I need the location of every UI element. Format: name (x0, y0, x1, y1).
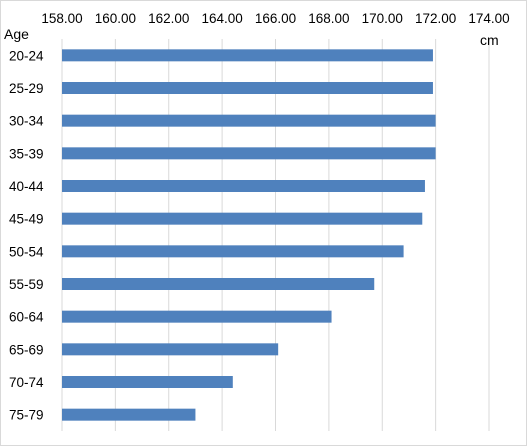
x-tick-label: 172.00 (415, 11, 456, 26)
category-label: 60-64 (9, 310, 44, 325)
x-tick-label: 162.00 (148, 11, 189, 26)
bar (62, 82, 433, 94)
category-label: 55-59 (9, 277, 44, 292)
bar (62, 49, 433, 62)
category-label: 65-69 (9, 342, 44, 357)
gridlines (61, 39, 490, 431)
bar (62, 343, 279, 356)
category-label: 25-29 (9, 81, 44, 96)
y-axis-title: Age (4, 26, 29, 42)
bar (62, 245, 404, 258)
category-label: 75-79 (9, 408, 44, 423)
bar (62, 114, 436, 127)
x-axis-unit-label: cm (480, 32, 499, 48)
category-label: 50-54 (9, 244, 44, 259)
category-label: 40-44 (9, 179, 44, 194)
bar (62, 408, 196, 421)
x-tick-label: 164.00 (201, 11, 242, 26)
x-tick-label: 170.00 (362, 11, 403, 26)
category-label: 45-49 (9, 212, 44, 227)
bar (62, 147, 436, 160)
x-tick-label: 160.00 (95, 11, 136, 26)
category-label: 20-24 (9, 48, 44, 63)
bar (62, 180, 425, 192)
x-tick-label: 174.00 (468, 11, 509, 26)
bar (62, 278, 375, 290)
x-tick-labels: 158.00 160.00 162.00 164.00 166.00 168.00 170.… (41, 11, 509, 26)
category-labels: 20-24 25-29 30-34 35-39 40-44 45-49 50-54 55-59… (9, 48, 44, 422)
category-label: 35-39 (9, 146, 44, 161)
x-tick-label: 168.00 (308, 11, 349, 26)
bar (62, 310, 332, 323)
category-label: 30-34 (9, 114, 44, 129)
x-tick-label: 158.00 (41, 11, 82, 26)
bar (62, 376, 233, 388)
bars (62, 49, 436, 421)
category-label: 70-74 (9, 375, 44, 390)
bar (62, 212, 423, 225)
x-tick-label: 166.00 (255, 11, 296, 26)
